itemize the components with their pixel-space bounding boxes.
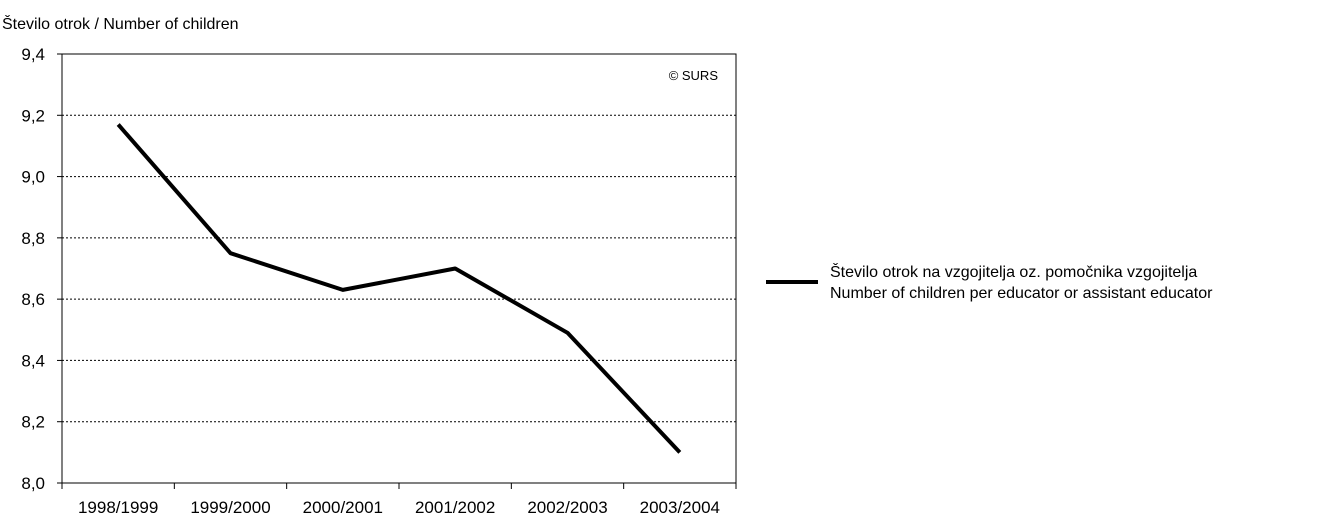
y-tick-label: 8,0	[21, 474, 45, 493]
copyright-label: © SURS	[669, 68, 719, 83]
series-lines	[116, 123, 682, 454]
y-axis-title: Število otrok / Number of children	[2, 14, 239, 33]
x-tick-label: 2003/2004	[640, 498, 720, 517]
y-tick-label: 9,0	[21, 168, 45, 187]
y-tick-label: 8,8	[21, 229, 45, 248]
legend-label: Število otrok na vzgojitelja oz. pomočni…	[830, 262, 1197, 281]
y-tick-label: 8,6	[21, 290, 45, 309]
x-tick-label: 1998/1999	[78, 498, 158, 517]
x-tick-label: 2001/2002	[415, 498, 495, 517]
x-axis: 1998/1999 1999/2000 2000/2001 2001/2002 2002…	[61, 483, 737, 517]
y-tick-label: 9,2	[21, 106, 45, 125]
y-tick-label: 8,4	[21, 351, 45, 370]
legend: Število otrok na vzgojitelja oz. pomočni…	[766, 262, 1213, 302]
y-tick-label: 8,2	[21, 413, 45, 432]
series-line	[116, 123, 682, 454]
plot-frame	[61, 53, 737, 484]
gridlines	[62, 114, 736, 423]
x-tick-label: 2000/2001	[303, 498, 383, 517]
x-tick-label: 2002/2003	[527, 498, 607, 517]
y-axis: 8,0 8,2 8,4 8,6 8,8 9,0 9,2 9,4	[21, 45, 62, 493]
legend-label-en: Number of children per educator or assis…	[830, 285, 1213, 302]
y-tick-label: 9,4	[21, 45, 45, 64]
x-tick-label: 1999/2000	[190, 498, 270, 517]
